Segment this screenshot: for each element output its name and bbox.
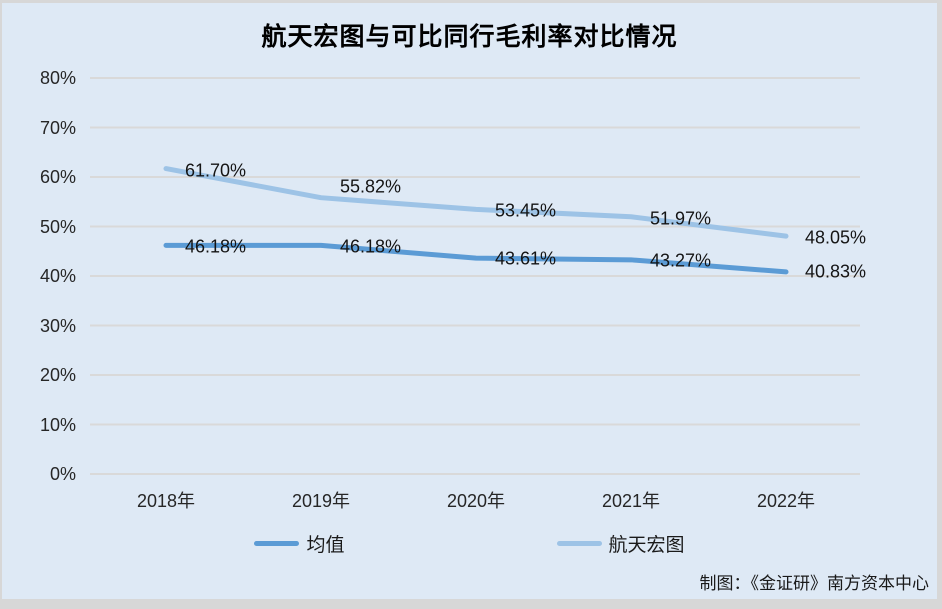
data-label: 43.61% [495,248,557,269]
y-tick-label: 60% [39,167,76,187]
data-label: 53.45% [495,200,557,221]
chart-area: 航天宏图与可比同行毛利率对比情况 0% 10% 20% 30% 40% 50% 60% 70%… [2,3,937,599]
legend-item: 航天宏图 [556,530,685,557]
x-tick-label: 2021年 [601,491,661,511]
y-tick-label: 40% [39,266,76,286]
data-label: 51.97% [650,208,712,229]
data-label: 48.05% [805,227,867,248]
y-tick-label: 0% [49,464,76,484]
y-tick-label: 20% [39,365,76,385]
data-label: 46.18% [185,236,247,257]
data-label: 55.82% [340,176,402,197]
data-label: 46.18% [340,236,402,257]
legend-swatch [556,541,602,546]
series-line-航天宏图 [163,166,789,239]
legend-swatch [254,541,300,546]
chart-title: 航天宏图与可比同行毛利率对比情况 [261,23,678,51]
x-tick-label: 2018年 [136,491,196,511]
y-tick-label: 70% [39,117,76,138]
legend-label: 航天宏图 [608,535,685,556]
x-tick-label: 2020年 [446,491,506,511]
data-label: 40.83% [805,261,867,282]
y-tick-label: 10% [39,414,76,435]
data-label: 61.70% [185,160,247,181]
data-label: 43.27% [650,250,712,271]
attribution: 制图：《金证研》南方资本中心 [699,574,930,593]
legend-label: 均值 [306,535,345,556]
y-tick-label: 30% [39,315,76,336]
x-tick-label: 2019年 [291,491,351,511]
y-tick-label: 50% [39,216,76,237]
legend: 均值 航天宏图 [2,530,937,557]
x-tick-label: 2022年 [756,491,816,511]
legend-item: 均值 [254,530,345,557]
series-line-均值 [163,242,789,275]
y-tick-label: 80% [39,68,76,88]
line-plot [90,77,860,475]
